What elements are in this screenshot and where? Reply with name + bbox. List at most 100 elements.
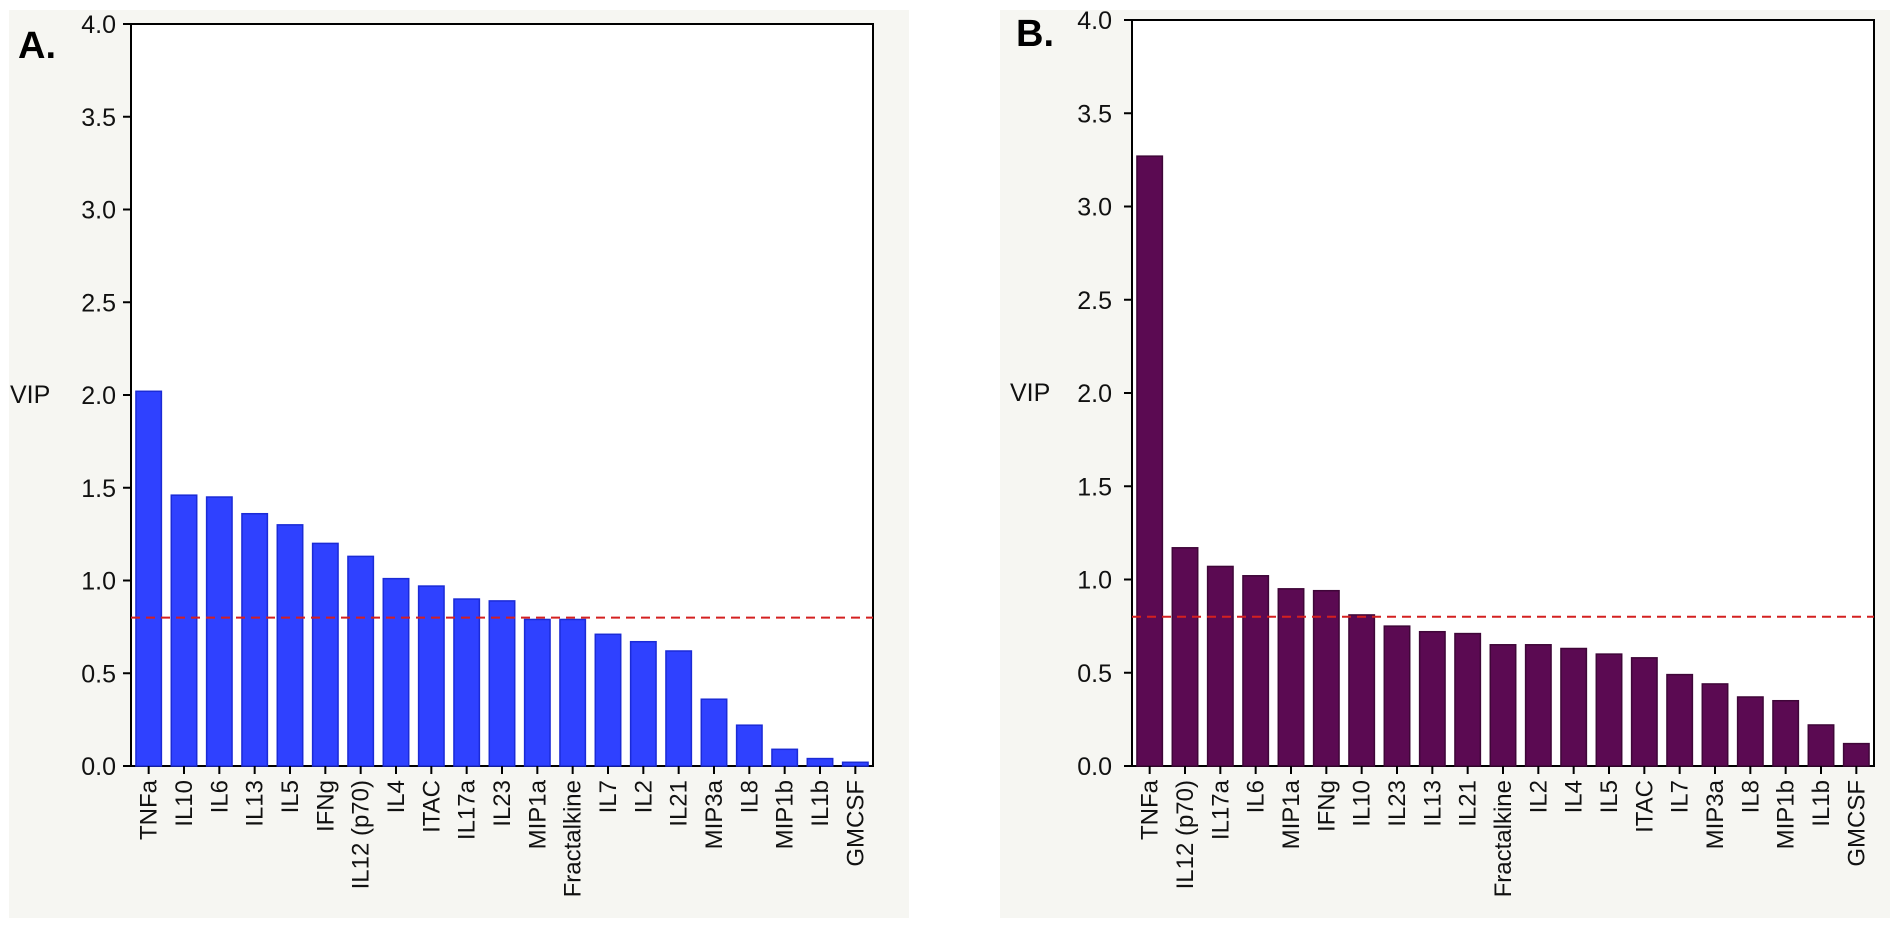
bar-il12-p70 <box>1171 547 1199 767</box>
bar-il23 <box>1383 625 1411 767</box>
y-tick-label: 1.5 <box>81 475 116 503</box>
x-category-label: IL1b <box>1808 780 1835 827</box>
y-tick-label: 3.0 <box>81 197 116 225</box>
bar-il5 <box>276 524 304 767</box>
bar-itac <box>1630 657 1658 767</box>
bar-il1b <box>806 757 834 767</box>
bar-ifng <box>1312 589 1340 767</box>
bar-il8 <box>1736 696 1764 767</box>
x-category-label: MIP1b <box>772 780 799 849</box>
x-category-label: IL7 <box>595 780 622 813</box>
bar-mip3a <box>1701 683 1729 767</box>
x-category-label: IL6 <box>1243 780 1270 813</box>
x-category-label: IL8 <box>736 780 763 813</box>
bar-mip1b <box>1772 699 1800 767</box>
bar-mip1a <box>1277 588 1305 767</box>
y-axis-label: VIP <box>1010 379 1050 407</box>
bar-itac <box>417 585 445 767</box>
bar-il2 <box>629 640 657 767</box>
bar-il4 <box>1560 647 1588 767</box>
bar-il7 <box>594 633 622 767</box>
x-category-label: ITAC <box>1631 780 1658 833</box>
x-category-label: IL4 <box>383 780 410 813</box>
x-category-label: IL23 <box>1384 780 1411 827</box>
x-category-label: TNFa <box>1137 779 1164 840</box>
y-tick-label: 1.0 <box>1077 567 1112 595</box>
bar-il13 <box>241 512 269 767</box>
x-category-label: IL23 <box>489 780 516 827</box>
y-tick-label: 1.0 <box>81 568 116 596</box>
y-tick-label: 4.0 <box>1077 7 1112 35</box>
bar-il8 <box>735 724 763 767</box>
bar-il6 <box>1242 575 1270 767</box>
bar-il23 <box>488 600 516 767</box>
bar-il5 <box>1595 653 1623 767</box>
x-category-label: IL12 (p70) <box>1172 780 1199 889</box>
bar-il10 <box>170 494 198 767</box>
x-category-label: IFNg <box>1313 780 1340 832</box>
bar-il21 <box>1454 632 1482 767</box>
y-tick-label: 3.0 <box>1077 194 1112 222</box>
y-tick-label: 2.0 <box>1077 380 1112 408</box>
bar-gmcsf <box>841 761 869 767</box>
y-tick-label: 1.5 <box>1077 473 1112 501</box>
y-tick-label: 0.5 <box>1077 660 1112 688</box>
y-tick-label: 0.0 <box>81 753 116 781</box>
y-tick-label: 0.0 <box>1077 753 1112 781</box>
y-tick-label: 0.5 <box>81 660 116 688</box>
panel-a-chart: 0.0 0.5 1.0 1.5 2.0 2.5 3.0 3.5 4.0 TNFa IL10 IL6 IL… <box>10 11 874 897</box>
x-category-label: IL2 <box>630 780 657 813</box>
x-category-label: MIP1a <box>1278 779 1305 849</box>
x-category-label: MIP3a <box>701 779 728 849</box>
x-category-label: GMCSF <box>842 780 869 867</box>
x-category-label: IL13 <box>1419 780 1446 827</box>
x-category-label: IL13 <box>242 780 269 827</box>
bar-ifng <box>311 542 339 767</box>
bar-fractalkine <box>1489 644 1517 767</box>
x-category-label: IL6 <box>206 780 233 813</box>
x-category-label: IL7 <box>1667 780 1694 813</box>
panel-b-chart: 0.0 0.5 1.0 1.5 2.0 2.5 3.0 3.5 4.0 TNFa IL12 (p70… <box>1010 7 1875 897</box>
x-category-label: ITAC <box>418 780 445 833</box>
x-category-label: Fractalkine <box>560 780 587 897</box>
bar-il10 <box>1348 614 1376 767</box>
x-category-label: IL10 <box>1349 780 1376 827</box>
bar-il13 <box>1418 630 1446 767</box>
y-tick-label: 2.5 <box>81 289 116 317</box>
bar-il4 <box>382 577 410 767</box>
x-category-label: IL21 <box>666 780 693 827</box>
x-category-label: IL10 <box>171 780 198 827</box>
x-category-label: MIP3a <box>1702 779 1729 849</box>
x-category-label: IL21 <box>1455 780 1482 827</box>
y-tick-label: 2.5 <box>1077 287 1112 315</box>
bar-il17a <box>453 598 481 767</box>
x-category-label: IL12 (p70) <box>348 780 375 889</box>
x-category-label: IL4 <box>1561 780 1588 813</box>
x-category-label: MIP1b <box>1773 780 1800 849</box>
bar-il7 <box>1666 673 1694 767</box>
bar-il1b <box>1807 724 1835 767</box>
bar-il21 <box>665 650 693 767</box>
panel-label: B. <box>1016 13 1054 55</box>
x-category-label: IL5 <box>277 780 304 813</box>
bar-tnfa <box>1136 155 1164 767</box>
panel-label: A. <box>18 25 56 67</box>
x-category-label: GMCSF <box>1843 780 1870 867</box>
bar-mip1a <box>523 618 551 767</box>
y-tick-label: 3.5 <box>81 104 116 132</box>
bar-il17a <box>1206 565 1234 767</box>
x-category-label: IL17a <box>454 779 481 840</box>
y-tick-label: 4.0 <box>81 11 116 39</box>
x-category-label: IL1b <box>807 780 834 827</box>
bar-il2 <box>1524 644 1552 767</box>
y-axis-label: VIP <box>10 381 50 409</box>
bar-il6 <box>205 496 233 767</box>
bar-gmcsf <box>1842 742 1870 767</box>
x-category-label: TNFa <box>136 779 163 840</box>
x-category-label: IL2 <box>1525 780 1552 813</box>
bar-tnfa <box>135 390 163 767</box>
bar-mip1b <box>771 748 799 767</box>
x-category-label: IL17a <box>1207 779 1234 840</box>
y-tick-label: 3.5 <box>1077 100 1112 128</box>
